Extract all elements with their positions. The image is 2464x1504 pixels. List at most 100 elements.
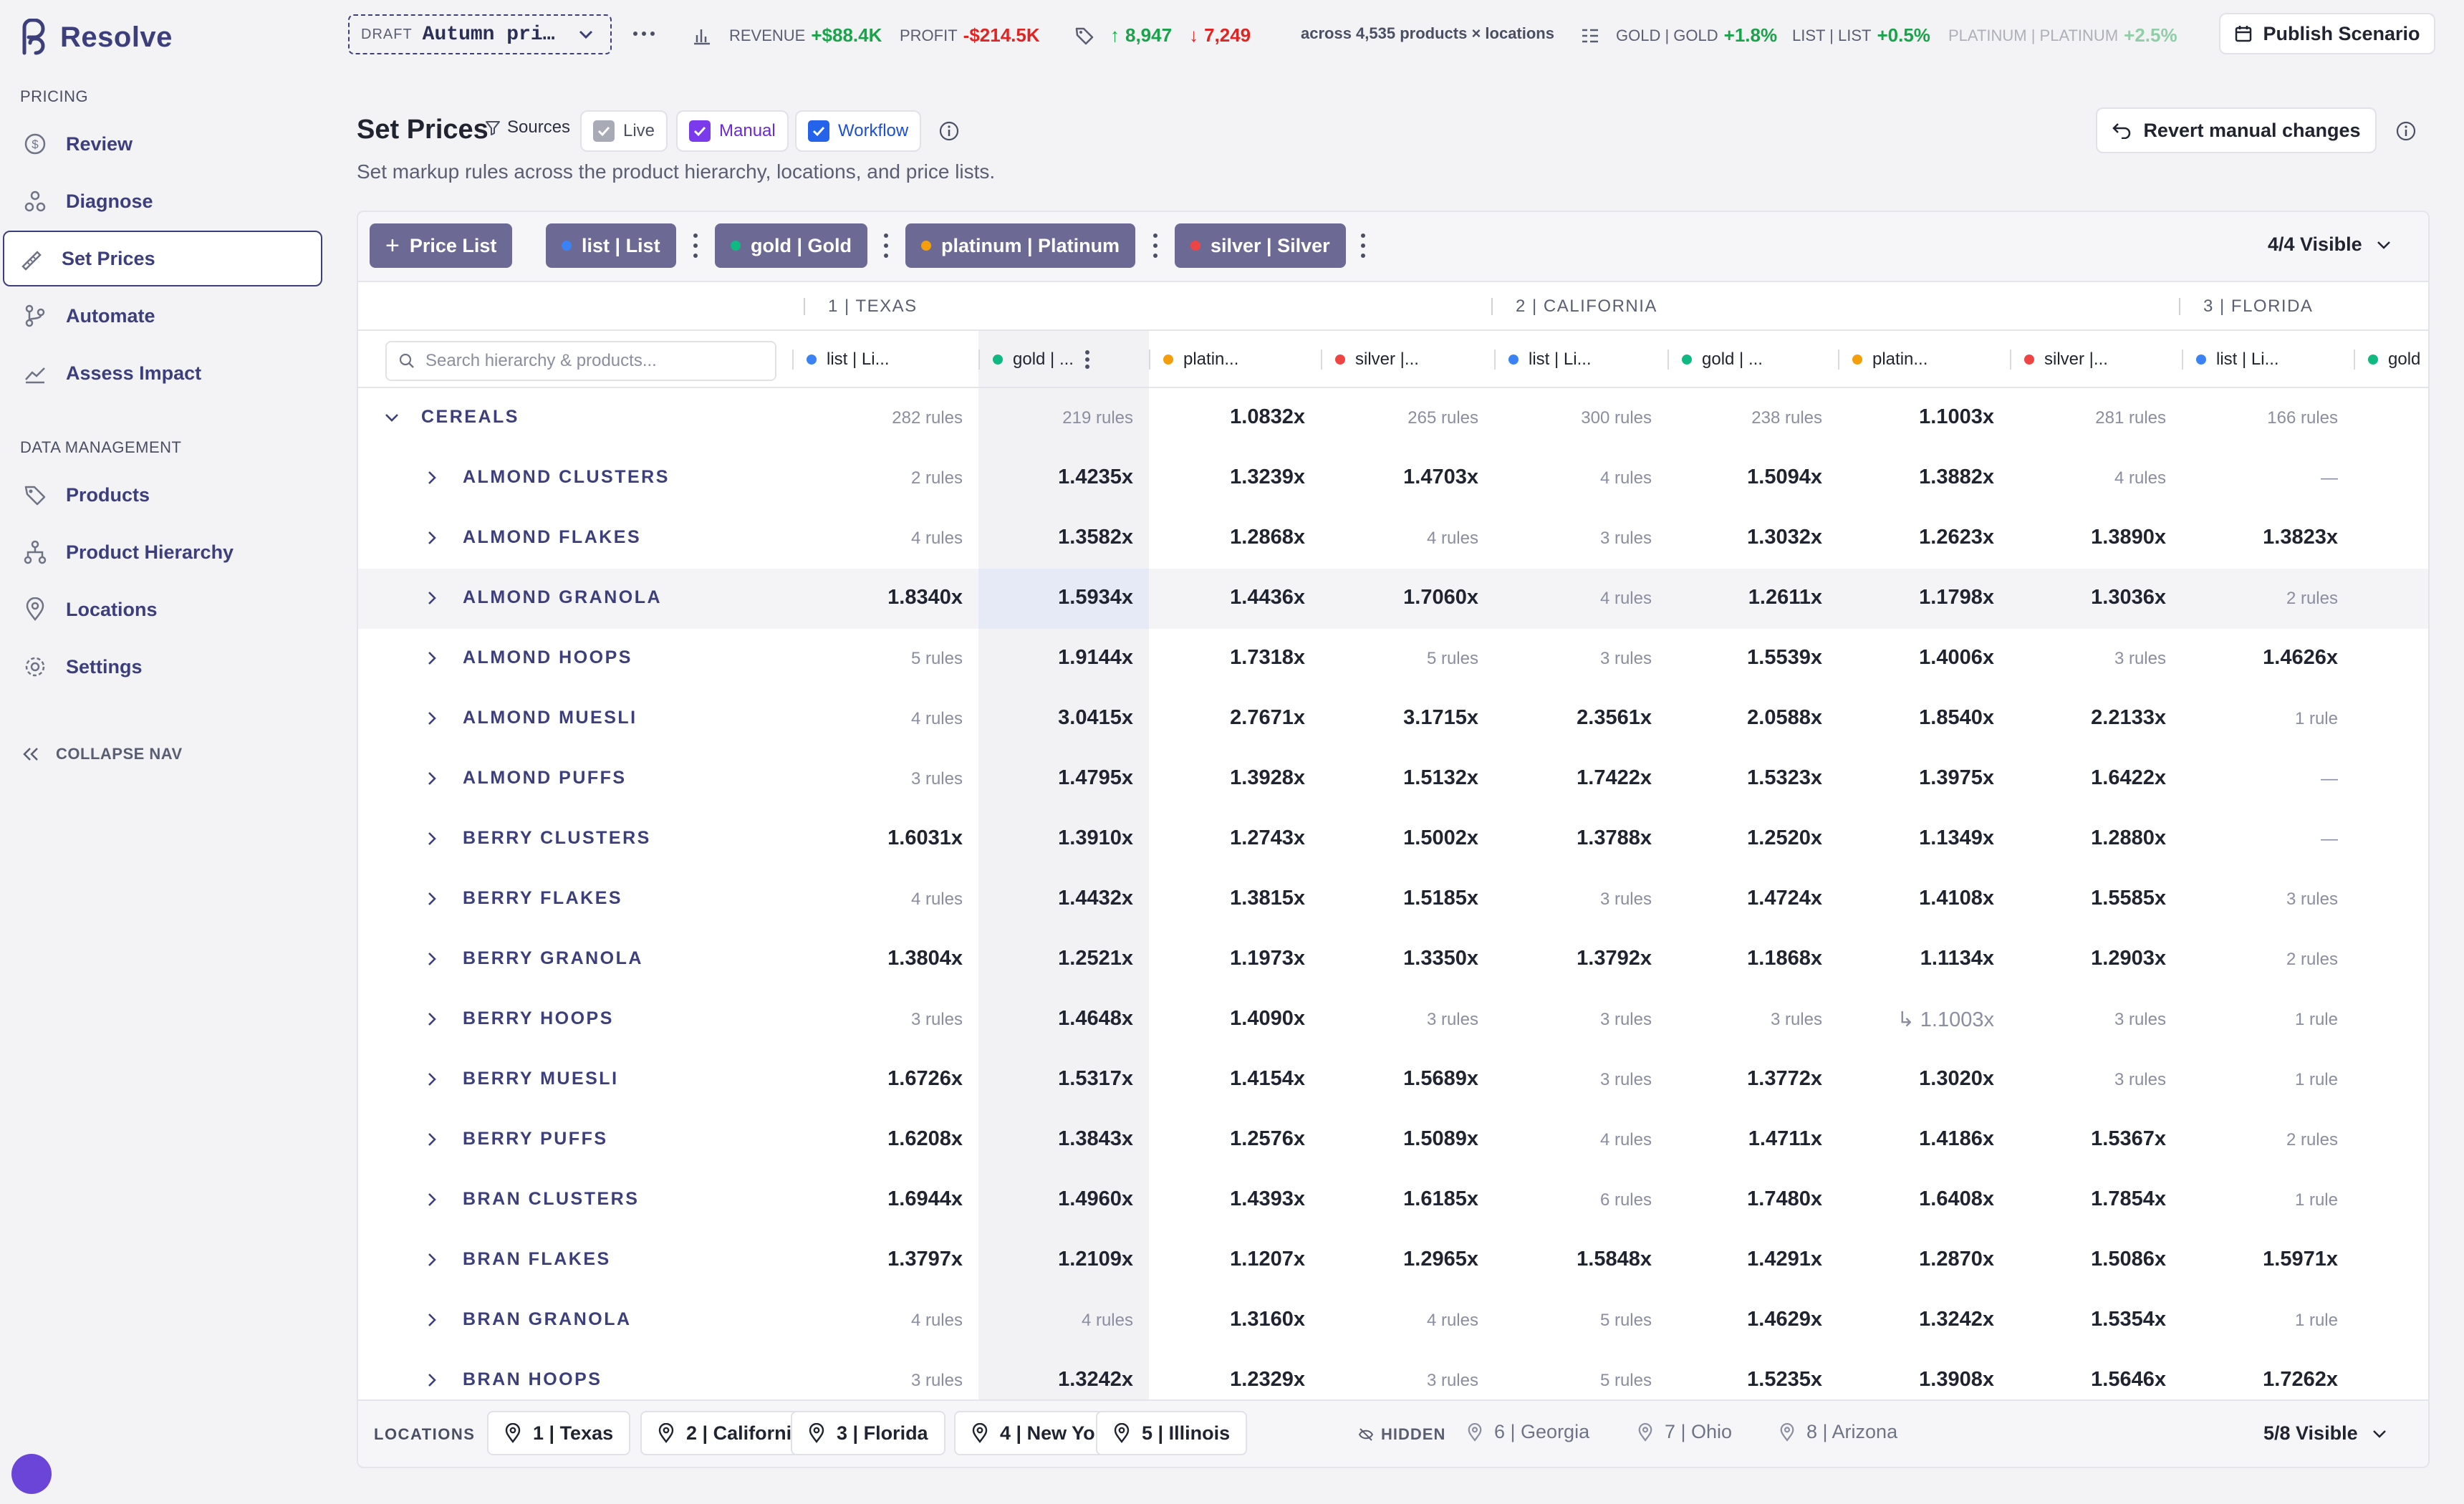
price-cell[interactable]: 1.5646x [2091,1368,2166,1391]
price-cell[interactable]: 1.4724x [1747,887,1822,910]
price-cell[interactable]: 1.3910x [1058,826,1133,849]
price-cell[interactable]: 3 rules [1599,1070,1652,1089]
price-cell[interactable]: 1 [2359,1368,2428,1392]
price-cell[interactable]: 1 [2359,1308,2428,1331]
chevron-right-icon[interactable] [424,710,440,726]
price-cell[interactable]: — [2321,829,2338,849]
price-cell[interactable]: 1 rule [2294,1311,2338,1330]
price-cell[interactable]: 4 rules [910,529,963,548]
price-cell[interactable]: 3 rules [1770,1010,1822,1029]
price-cell[interactable]: 1.3239x [1230,466,1305,488]
price-cell[interactable]: 3 rules [1426,1371,1478,1390]
price-list-chip-platinum[interactable]: platinum | Platinum [905,223,1136,268]
kebab-menu-icon[interactable] [1084,350,1091,369]
table-row[interactable]: BRAN GRANOLA 4 rules 4 rules 1.3160x 4 rules… [358,1291,2428,1351]
price-cell[interactable]: 1.2868x [1230,526,1305,549]
price-cell[interactable]: 5 rules [1599,1371,1652,1390]
price-cell[interactable]: 1.3242x [1058,1368,1133,1391]
price-cell[interactable]: 4 rules [910,1311,963,1330]
column-header[interactable]: silver |... [1335,350,1419,370]
add-price-list-button[interactable]: + Price List [370,223,513,268]
price-cell[interactable]: 3 rules [1599,890,1652,909]
price-cell[interactable]: 3 rules [1599,529,1652,548]
price-cell[interactable]: 1.3975x [1919,766,1994,789]
chevron-right-icon[interactable] [424,590,440,606]
price-cell[interactable]: 1.5971x [2263,1248,2338,1271]
price-cell[interactable]: 1.3772x [1747,1067,1822,1090]
price-cell[interactable]: 5 rules [1599,1311,1652,1330]
price-cell[interactable]: 1.2109x [1058,1248,1133,1271]
price-cell[interactable]: 1 [2359,405,2428,429]
price-cell[interactable]: 281 rules [2095,408,2166,428]
price-cell[interactable]: 1.2743x [1230,826,1305,849]
price-cell[interactable]: 4 rules [1426,529,1478,548]
nav-item-automate[interactable]: Automate [9,288,321,344]
price-cell[interactable]: 1.2520x [1747,826,1822,849]
chevron-right-icon[interactable] [424,771,440,786]
price-cell[interactable]: 2 rules [2286,589,2338,608]
price-cell[interactable]: 1.5848x [1577,1248,1652,1271]
location-chip[interactable]: 2 | California [640,1411,820,1455]
kebab-menu-icon[interactable] [692,233,699,258]
price-cell[interactable]: 1.4629x [1747,1308,1822,1331]
price-cell[interactable]: 1.7318x [1230,646,1305,669]
table-row[interactable]: BERRY MUESLI 1.6726x 1.5317x 1.4154x 1.5689x… [358,1050,2428,1110]
price-cell[interactable]: 1.8340x [887,586,963,609]
price-cell[interactable]: 1.4393x [1230,1187,1305,1210]
source-chip-live[interactable]: Live [580,110,668,152]
price-cell[interactable]: 1.5094x [1747,466,1822,488]
price-cell[interactable]: 1 rule [2294,1010,2338,1029]
price-cell[interactable]: 1.3242x [1919,1308,1994,1331]
chevron-right-icon[interactable] [424,891,440,907]
price-cell[interactable]: 3.0415x [1058,706,1133,729]
chevron-right-icon[interactable] [424,1132,440,1147]
table-row[interactable]: BERRY FLAKES 4 rules 1.4432x 1.3815x 1.5185x… [358,869,2428,930]
price-cell[interactable]: 1.5367x [2091,1127,2166,1150]
price-cell[interactable]: 1.4711x [1748,1127,1822,1150]
collapse-nav-button[interactable]: COLLAPSE NAV [21,745,183,763]
price-cell[interactable]: 1.4795x [1058,766,1133,789]
price-cell[interactable]: 1 rule [2294,1190,2338,1210]
price-cell[interactable]: 3 rules [2114,1070,2166,1089]
price-cell[interactable]: 1 [2359,1248,2428,1271]
column-header[interactable]: list | Li... [2196,350,2279,370]
price-cell[interactable]: 1.4648x [1058,1007,1133,1030]
price-cell[interactable]: 3 rules [910,769,963,789]
info-icon[interactable] [2395,120,2417,142]
nav-item-set-prices[interactable]: Set Prices [3,231,322,286]
price-cell[interactable]: 2 [2359,1127,2428,1151]
table-row[interactable]: ALMOND CLUSTERS 2 rules 1.4235x 1.3239x 1.47… [358,448,2428,508]
price-cell[interactable]: 4 rules [1081,1311,1133,1330]
price-cell[interactable]: 1.6726x [887,1067,963,1090]
nav-item-settings[interactable]: Settings [9,639,321,695]
price-cell[interactable]: 3.1715x [1403,706,1478,729]
table-row[interactable]: ALMOND GRANOLA 1.8340x 1.5934x 1.4436x 1.706… [358,569,2428,629]
price-cell[interactable]: 2.7671x [1230,706,1305,729]
kebab-menu-icon[interactable] [1152,233,1159,258]
app-logo[interactable]: Resolve [19,19,173,56]
chevron-right-icon[interactable] [424,470,440,486]
price-cell[interactable]: 1.3804x [887,947,963,970]
column-header[interactable]: platin... [1163,350,1238,370]
price-cell[interactable]: 1.4291x [1747,1248,1822,1271]
price-cell[interactable]: 1.7060x [1403,586,1478,609]
price-cell[interactable]: 1.3823x [2263,526,2338,549]
price-cell[interactable]: 3 rules [2114,649,2166,668]
price-cell[interactable]: 1.4432x [1058,887,1133,910]
price-list-chip-silver[interactable]: silver | Silver [1175,223,1346,268]
price-cell[interactable]: 265 rules [1407,408,1478,428]
price-cell[interactable]: 1.4235x [1058,466,1133,488]
location-chip[interactable]: 3 | Florida [791,1411,945,1455]
price-cell[interactable]: — [2321,769,2338,789]
price-cell[interactable]: 1.3890x [2091,526,2166,549]
price-cell[interactable]: 1.5185x [1403,887,1478,910]
price-list-chip-list[interactable]: list | List [546,223,676,268]
price-cell[interactable]: 1.2880x [2091,826,2166,849]
price-cell[interactable]: 1.8540x [1919,706,1994,729]
price-cell[interactable]: 5 rules [1426,649,1478,668]
chevron-right-icon[interactable] [424,1252,440,1268]
price-cell[interactable]: 1.9144x [1058,646,1133,669]
price-cell[interactable]: 1.2576x [1230,1127,1305,1150]
price-cell[interactable]: 1.4436x [1230,586,1305,609]
price-cell[interactable]: 3 rules [2286,890,2338,909]
